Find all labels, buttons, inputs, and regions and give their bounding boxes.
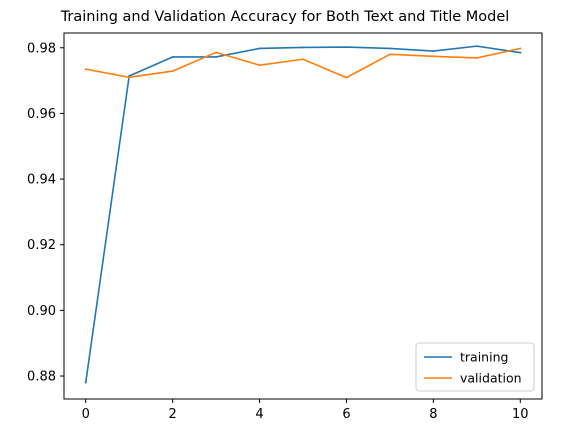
- data-point-training: [258, 47, 261, 50]
- legend-box: [415, 342, 535, 392]
- x-tick-label: 0: [82, 407, 90, 422]
- series-line-validation: [84, 47, 522, 79]
- x-tick-label: 4: [255, 407, 263, 422]
- data-point-validation: [171, 70, 174, 72]
- data-point-validation: [345, 76, 348, 79]
- data-point-training: [345, 46, 348, 49]
- data-point-training: [84, 381, 87, 384]
- series-layer: [84, 45, 522, 384]
- legend-label-validation: validation: [460, 371, 522, 386]
- x-tick-label: 10: [512, 407, 529, 422]
- x-tick-label: 8: [429, 407, 437, 422]
- series-line-training: [84, 45, 522, 384]
- plot-area-frame: [63, 32, 543, 400]
- x-axis: 0 2 4 6 8 10: [82, 399, 529, 422]
- legend: training validation: [415, 342, 535, 392]
- data-point-validation: [302, 58, 304, 61]
- x-tick-label: 2: [168, 407, 176, 422]
- data-point-validation: [519, 47, 522, 50]
- data-point-validation: [475, 57, 478, 59]
- data-point-validation: [389, 53, 391, 56]
- x-tick-label: 6: [342, 407, 350, 422]
- data-point-training: [519, 51, 522, 54]
- data-point-validation: [258, 64, 261, 67]
- y-axis: 0.88 0.90 0.92 0.94 0.96 0.98: [27, 41, 64, 385]
- y-tick-label: 0.92: [27, 238, 56, 253]
- legend-label-training: training: [460, 350, 508, 365]
- data-point-validation: [128, 76, 131, 79]
- y-tick-label: 0.98: [27, 41, 56, 56]
- data-point-training: [475, 45, 478, 48]
- chart-title: Training and Validation Accuracy for Bot…: [60, 9, 510, 25]
- data-point-training: [302, 46, 304, 49]
- data-point-training: [215, 56, 217, 58]
- y-tick-label: 0.88: [27, 370, 56, 385]
- data-point-validation: [84, 68, 87, 71]
- y-tick-label: 0.96: [27, 107, 56, 122]
- data-point-validation: [432, 55, 435, 58]
- data-point-training: [432, 50, 435, 52]
- data-point-training: [171, 56, 174, 58]
- y-tick-label: 0.90: [27, 304, 56, 319]
- y-tick-label: 0.94: [27, 173, 56, 188]
- data-point-training: [389, 47, 391, 50]
- data-point-validation: [215, 51, 217, 54]
